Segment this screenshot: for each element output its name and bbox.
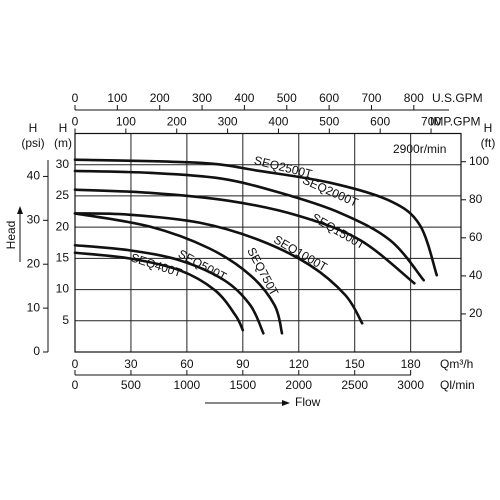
tick-label: 600 [370, 115, 390, 129]
tick-label: 100 [116, 115, 136, 129]
tick-label: 20 [27, 256, 41, 270]
tick-label: 10 [27, 300, 41, 314]
pump-curve [73, 212, 284, 335]
tick-label: 300 [192, 91, 212, 105]
axis-label: IMP.GPM [430, 115, 480, 129]
axis-label: H [484, 121, 493, 135]
y-tick-label: 15 [56, 251, 70, 265]
pump-curve [73, 158, 439, 277]
tick-label: 100 [107, 91, 127, 105]
tick-label: 400 [234, 91, 254, 105]
axis-unit: (psi) [21, 136, 44, 150]
tick-label: 500 [277, 91, 297, 105]
tick-label: 800 [404, 91, 424, 105]
axis-label: Ql/min [440, 378, 475, 392]
tick-label: 0 [72, 91, 79, 105]
head-label: Head [4, 221, 18, 250]
tick-label: 600 [319, 91, 339, 105]
x-tick-label: 120 [289, 357, 309, 371]
tick-label: 100 [469, 154, 489, 168]
pump-curve [73, 212, 364, 325]
axis-label: U.S.GPM [432, 91, 483, 105]
y-tick-label: 20 [56, 219, 70, 233]
y-tick-label: 25 [56, 188, 70, 202]
x-tick-label: 60 [180, 357, 194, 371]
tick-label: 30 [27, 212, 41, 226]
y-tick-label: 10 [56, 282, 70, 296]
tick-label: 700 [361, 91, 381, 105]
flow-arrow [205, 400, 290, 406]
tick-label: 300 [218, 115, 238, 129]
x-tick-label: 180 [401, 357, 421, 371]
tick-label: 2500 [341, 378, 368, 392]
curve-label: SEQ1000T [271, 232, 330, 274]
tick-label: 500 [121, 378, 141, 392]
curve-label: SEQ2000T [300, 173, 361, 210]
x-axis-label: Qm³/h [440, 357, 473, 371]
tick-label: 500 [319, 115, 339, 129]
x-tick-label: 0 [72, 357, 79, 371]
x-tick-label: 150 [345, 357, 365, 371]
tick-label: 40 [469, 268, 483, 282]
pump-curve [73, 169, 426, 282]
pump-curve [73, 251, 245, 332]
flow-label: Flow [295, 395, 321, 409]
tick-label: 700 [421, 115, 441, 129]
tick-label: 2000 [285, 378, 312, 392]
tick-label: 0 [33, 344, 40, 358]
tick-label: 200 [167, 115, 187, 129]
x-tick-label: 90 [236, 357, 250, 371]
y-tick-label: 5 [62, 313, 69, 327]
head-arrow [17, 206, 23, 262]
axis-unit: (ft) [481, 136, 496, 150]
tick-label: 0 [72, 115, 79, 129]
x-tick-label: 30 [124, 357, 138, 371]
tick-label: 80 [469, 192, 483, 206]
curve-label: SEQ750T [244, 245, 281, 299]
tick-label: 3000 [397, 378, 424, 392]
pump-curve [73, 188, 416, 285]
curve-label: SEQ500T [176, 247, 230, 284]
axis-label: H [29, 121, 38, 135]
speed-annotation: 2900r/min [393, 142, 446, 156]
y-tick-label: 30 [56, 157, 70, 171]
tick-label: 400 [268, 115, 288, 129]
tick-label: 1500 [229, 378, 256, 392]
y-axis-unit: (m) [54, 136, 72, 150]
y-axis-label: H [59, 121, 68, 135]
tick-label: 20 [469, 306, 483, 320]
tick-label: 40 [27, 169, 41, 183]
pump-curve [73, 243, 265, 335]
tick-label: 0 [72, 378, 79, 392]
tick-label: 1000 [174, 378, 201, 392]
tick-label: 60 [469, 230, 483, 244]
tick-label: 200 [150, 91, 170, 105]
curve-label: SEQ1500T [309, 210, 368, 252]
